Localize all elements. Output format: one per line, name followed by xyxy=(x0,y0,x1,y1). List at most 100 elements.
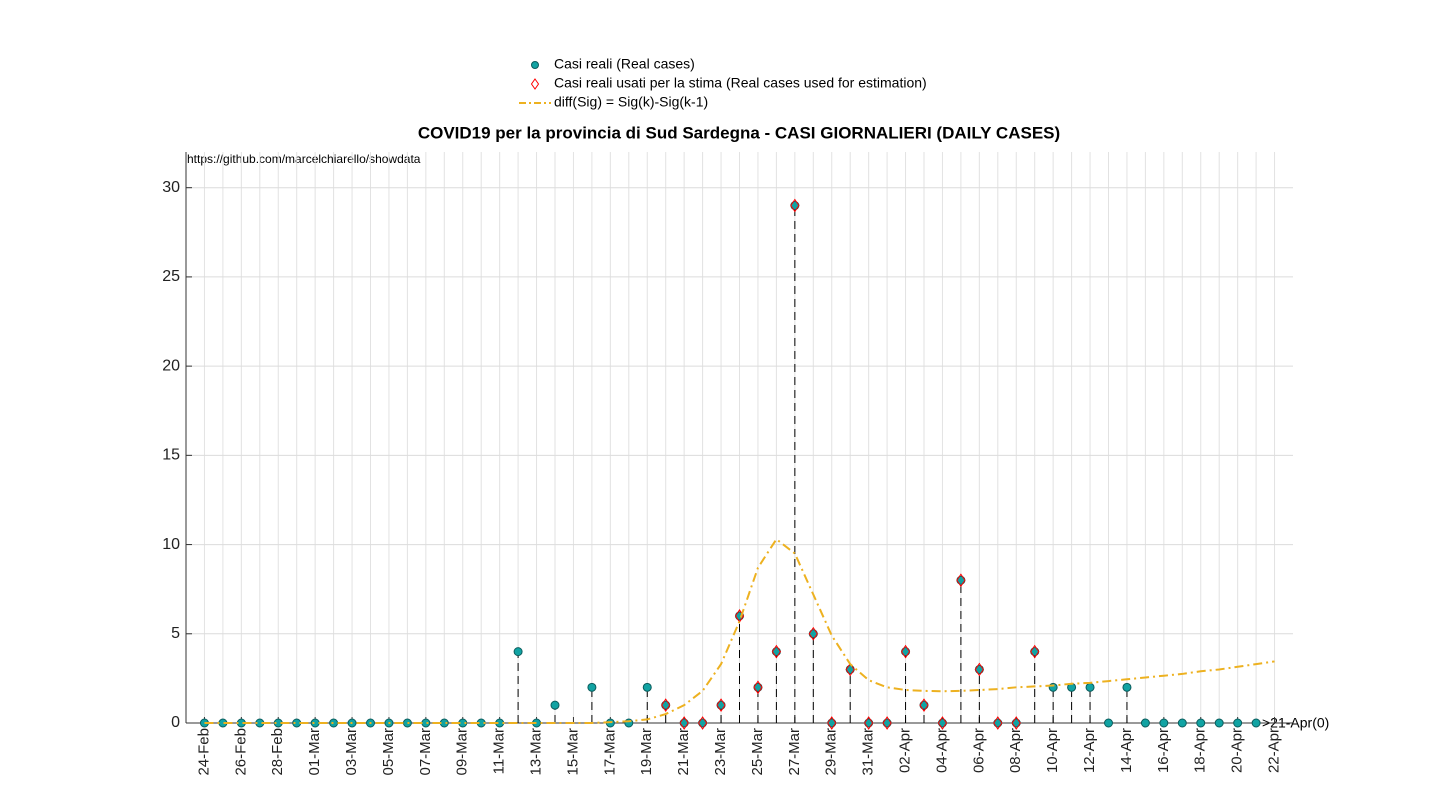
x-tick-label: 07-Mar xyxy=(417,728,434,776)
y-tick-label: 30 xyxy=(162,179,180,196)
legend-marker xyxy=(531,61,539,69)
y-tick-label: 10 xyxy=(162,536,180,553)
x-tick-label: 16-Apr xyxy=(1155,728,1172,773)
x-tick-label: 15-Mar xyxy=(564,728,581,776)
real-case-dot xyxy=(1251,718,1261,728)
fit-line xyxy=(204,537,1275,724)
x-tick-label: 22-Apr xyxy=(1266,728,1283,773)
real-case-dot xyxy=(698,718,708,728)
real-case-dot xyxy=(974,664,984,674)
estimation-marker xyxy=(864,716,874,730)
real-case-dot xyxy=(513,647,523,657)
real-case-dot xyxy=(587,682,597,692)
x-tick-label: 25-Mar xyxy=(749,728,766,776)
x-tick-label: 31-Mar xyxy=(860,728,877,776)
real-case-dot xyxy=(642,682,652,692)
x-tick-label: 06-Apr xyxy=(970,728,987,773)
x-tick-label: 04-Apr xyxy=(933,728,950,773)
x-tick-label: 27-Mar xyxy=(786,728,803,776)
real-case-dot xyxy=(827,718,837,728)
legend-label: diff(Sig) = Sig(k)-Sig(k-1) xyxy=(554,94,708,110)
x-tick-label: 18-Apr xyxy=(1192,728,1209,773)
real-case-dot xyxy=(329,718,339,728)
real-case-dot xyxy=(716,700,726,710)
legend-label: Casi reali usati per la stima (Real case… xyxy=(554,75,927,91)
y-tick-label: 15 xyxy=(162,447,180,464)
real-case-dot xyxy=(421,718,431,728)
real-case-dot xyxy=(550,700,560,710)
estimation-marker xyxy=(771,644,782,659)
chart-title: COVID19 per la provincia di Sud Sardegna… xyxy=(418,123,1060,142)
legend-label: Casi reali (Real cases) xyxy=(554,56,695,72)
real-case-dot xyxy=(1196,718,1206,728)
real-case-dot xyxy=(993,718,1003,728)
real-case-dot xyxy=(864,718,874,728)
estimation-marker xyxy=(753,680,763,695)
real-case-dot xyxy=(624,718,634,728)
x-tick-label: 20-Apr xyxy=(1229,728,1246,773)
estimation-marker xyxy=(937,716,948,730)
real-case-dot xyxy=(1104,718,1113,728)
x-tick-label: 10-Apr xyxy=(1044,728,1061,773)
estimation-marker xyxy=(697,716,708,730)
real-case-dot xyxy=(1214,718,1224,728)
x-tick-label: 03-Mar xyxy=(343,728,360,776)
estimation-marker xyxy=(974,662,984,677)
x-tick-label: 28-Feb xyxy=(269,728,286,776)
y-tick-label: 0 xyxy=(171,714,180,731)
real-case-dot xyxy=(956,575,966,585)
y-tick-label: 20 xyxy=(162,357,180,374)
estimation-marker xyxy=(679,716,689,730)
real-case-dot xyxy=(402,718,412,728)
real-case-dot xyxy=(919,700,929,710)
x-tick-label: 21-Mar xyxy=(675,728,692,776)
x-tick-label: 08-Apr xyxy=(1007,728,1024,773)
real-case-dot xyxy=(310,718,320,728)
y-tick-label: 25 xyxy=(162,268,180,285)
estimation-marker xyxy=(716,698,726,713)
estimation-marker xyxy=(919,698,929,713)
estimation-marker xyxy=(993,716,1003,730)
estimation-marker xyxy=(827,716,837,730)
x-tick-label: 17-Mar xyxy=(601,728,618,776)
estimation-marker xyxy=(1030,644,1040,659)
annotation: >21-Apr(0) xyxy=(1262,715,1329,731)
real-case-dot xyxy=(882,718,892,728)
x-tick-label: 09-Mar xyxy=(454,728,471,776)
real-case-dot xyxy=(771,647,781,657)
x-tick-label: 14-Apr xyxy=(1118,728,1135,773)
x-tick-label: 01-Mar xyxy=(306,728,323,776)
x-tick-label: 24-Feb xyxy=(195,728,212,776)
real-case-dot xyxy=(845,664,855,674)
real-case-dot xyxy=(1159,718,1169,728)
y-tick-label: 5 xyxy=(171,625,180,642)
real-case-dot xyxy=(753,682,763,692)
estimation-marker xyxy=(882,716,892,730)
real-case-dot xyxy=(808,629,818,639)
x-tick-label: 19-Mar xyxy=(638,728,655,776)
real-case-dot xyxy=(679,718,689,728)
real-case-dot xyxy=(1030,647,1040,657)
x-tick-label: 02-Apr xyxy=(897,728,914,773)
real-case-dot xyxy=(1233,718,1243,728)
real-case-dot xyxy=(1085,682,1095,692)
source-note: https://github.com/marcelchiarello/showd… xyxy=(187,152,421,166)
real-case-dot xyxy=(1177,718,1187,728)
x-tick-label: 13-Mar xyxy=(528,728,545,776)
x-tick-label: 11-Mar xyxy=(491,728,508,774)
real-case-dot xyxy=(937,718,947,728)
x-tick-label: 12-Apr xyxy=(1081,728,1098,773)
real-case-dot xyxy=(661,700,671,710)
legend-marker xyxy=(530,78,540,90)
estimation-marker xyxy=(808,626,818,641)
x-tick-label: 29-Mar xyxy=(823,728,840,776)
estimation-marker xyxy=(900,644,911,659)
estimation-marker xyxy=(1011,716,1021,730)
x-tick-label: 23-Mar xyxy=(712,728,729,776)
estimation-marker xyxy=(661,698,671,713)
real-case-dot xyxy=(1011,718,1021,728)
real-case-dot xyxy=(1140,718,1150,728)
x-tick-label: 26-Feb xyxy=(232,728,249,776)
